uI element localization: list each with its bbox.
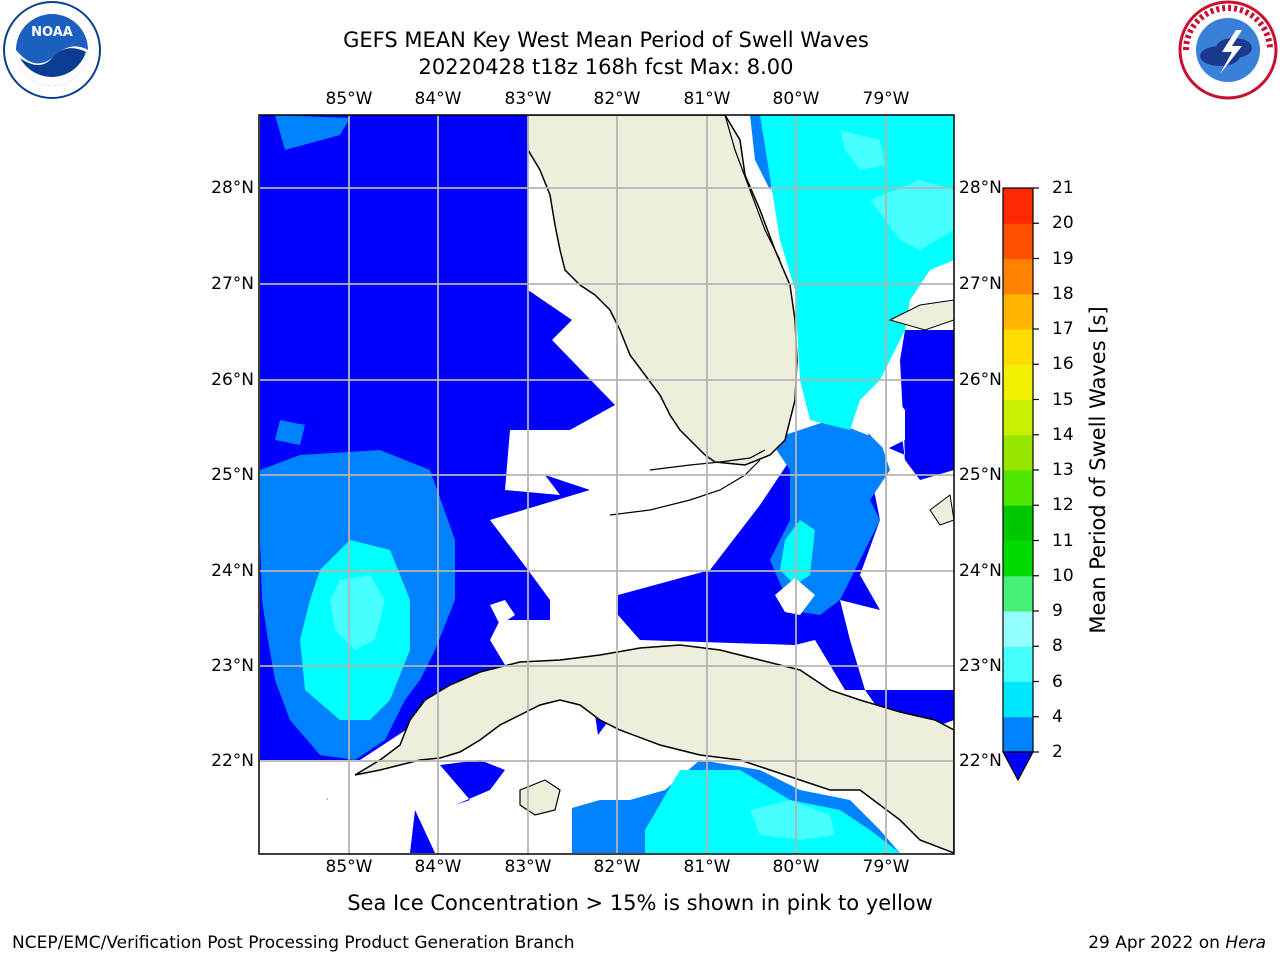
- colorbar-tick-label: 17: [1052, 319, 1074, 339]
- lat-label-left-26n: 26°N: [211, 370, 254, 390]
- sea-ice-note: Sea Ice Concentration > 15% is shown in …: [347, 891, 933, 915]
- colorbar-tick-label: 4: [1052, 706, 1063, 727]
- lon-label-bottom-79w: 79°W: [862, 857, 910, 877]
- colorbar-segment: [1003, 540, 1033, 577]
- colorbar-segment: [1003, 364, 1033, 400]
- nws-logo-icon: [1178, 0, 1278, 100]
- colorbar-segment: [1003, 329, 1033, 365]
- colorbar-tick-label: 14: [1052, 424, 1074, 445]
- lon-label-top-82w: 82°W: [593, 89, 641, 109]
- colorbar-segment: [1003, 646, 1033, 682]
- colorbar-tick-label: 18: [1052, 283, 1074, 304]
- lat-label-left-28n: 28°N: [211, 178, 254, 198]
- lon-label-top-80w: 80°W: [772, 89, 820, 109]
- lat-label-right-25n: 25°N: [959, 465, 1002, 485]
- lat-label-left-22n: 22°N: [211, 751, 254, 771]
- colorbar-tick-label: 10: [1052, 565, 1074, 586]
- lat-label-left-27n: 27°N: [211, 274, 254, 294]
- colorbar-segment: [1003, 505, 1033, 541]
- no-data-areas: [260, 385, 905, 800]
- lon-label-bottom-82w: 82°W: [593, 857, 641, 877]
- colorbar-segment: [1003, 575, 1033, 612]
- colorbar-segment: [1003, 399, 1033, 436]
- lat-label-right-23n: 23°N: [959, 656, 1002, 676]
- colorbar-tick-label: 16: [1052, 354, 1074, 375]
- colorbar: [1001, 187, 1039, 782]
- colorbar-segment: [1003, 716, 1033, 753]
- lat-label-left-24n: 24°N: [211, 561, 254, 581]
- lat-label-right-28n: 28°N: [959, 178, 1002, 198]
- lon-label-bottom-85w: 85°W: [325, 857, 373, 877]
- lon-label-top-84w: 84°W: [414, 89, 462, 109]
- swell-band-8-9s: [330, 130, 954, 840]
- colorbar-tick-label: 8: [1052, 636, 1063, 657]
- map-frame: [258, 114, 955, 855]
- colorbar-tick-label: 2: [1052, 742, 1063, 762]
- colorbar-segment: [1003, 258, 1033, 295]
- colorbar-tick-label: 21: [1052, 178, 1074, 198]
- noaa-logo-icon: NOAA: [3, 1, 101, 99]
- colorbar-segment: [1003, 611, 1033, 647]
- colorbar-tick-label: 6: [1052, 671, 1063, 692]
- colorbar-segment: [1003, 470, 1033, 506]
- isla-juventud-land: [519, 779, 561, 816]
- cuba-land: [354, 644, 954, 854]
- colorbar-tick-label: 9: [1052, 601, 1063, 621]
- colorbar-tick-label: 13: [1052, 460, 1074, 480]
- noaa-logo-text: NOAA: [31, 25, 73, 40]
- lat-label-right-24n: 24°N: [959, 561, 1002, 581]
- colorbar-extend-arrow: [1001, 751, 1035, 782]
- chart-title-line1: GEFS MEAN Key West Mean Period of Swell …: [343, 28, 869, 52]
- lon-label-top-79w: 79°W: [862, 89, 910, 109]
- credit-text: NCEP/EMC/Verification Post Processing Pr…: [12, 933, 575, 953]
- date-machine: Hera: [1225, 933, 1266, 953]
- lat-label-left-23n: 23°N: [211, 656, 254, 676]
- lat-label-left-25n: 25°N: [211, 465, 254, 485]
- colorbar-segment: [1003, 434, 1033, 471]
- lon-label-top-83w: 83°W: [504, 89, 552, 109]
- lon-label-bottom-81w: 81°W: [683, 857, 731, 877]
- colorbar-segment: [1003, 681, 1033, 718]
- colorbar-tick-label: 20: [1052, 213, 1074, 234]
- date-prefix: 29 Apr 2022 on: [1088, 933, 1226, 953]
- date-stamp: 29 Apr 2022 on Hera: [1088, 933, 1266, 953]
- lon-label-bottom-80w: 80°W: [772, 857, 820, 877]
- colorbar-segment: [1003, 293, 1033, 330]
- colorbar-tick-label: 12: [1052, 495, 1074, 516]
- colorbar-tick-label: 19: [1052, 248, 1074, 269]
- lon-label-top-85w: 85°W: [325, 89, 373, 109]
- lat-label-right-22n: 22°N: [959, 751, 1002, 771]
- colorbar-tick-label: 15: [1052, 389, 1074, 410]
- map-gridlines: [260, 115, 954, 854]
- lat-label-right-27n: 27°N: [959, 274, 1002, 294]
- lon-label-bottom-84w: 84°W: [414, 857, 462, 877]
- colorbar-label: Mean Period of Swell Waves [s]: [1086, 306, 1110, 634]
- colorbar-segment: [1003, 223, 1033, 259]
- colorbar-tick-label: 11: [1052, 530, 1074, 551]
- lon-label-bottom-83w: 83°W: [504, 857, 552, 877]
- lon-label-top-81w: 81°W: [683, 89, 731, 109]
- colorbar-segment: [1003, 188, 1033, 224]
- lat-label-right-26n: 26°N: [959, 370, 1002, 390]
- chart-title-line2: 20220428 t18z 168h fcst Max: 8.00: [418, 55, 794, 79]
